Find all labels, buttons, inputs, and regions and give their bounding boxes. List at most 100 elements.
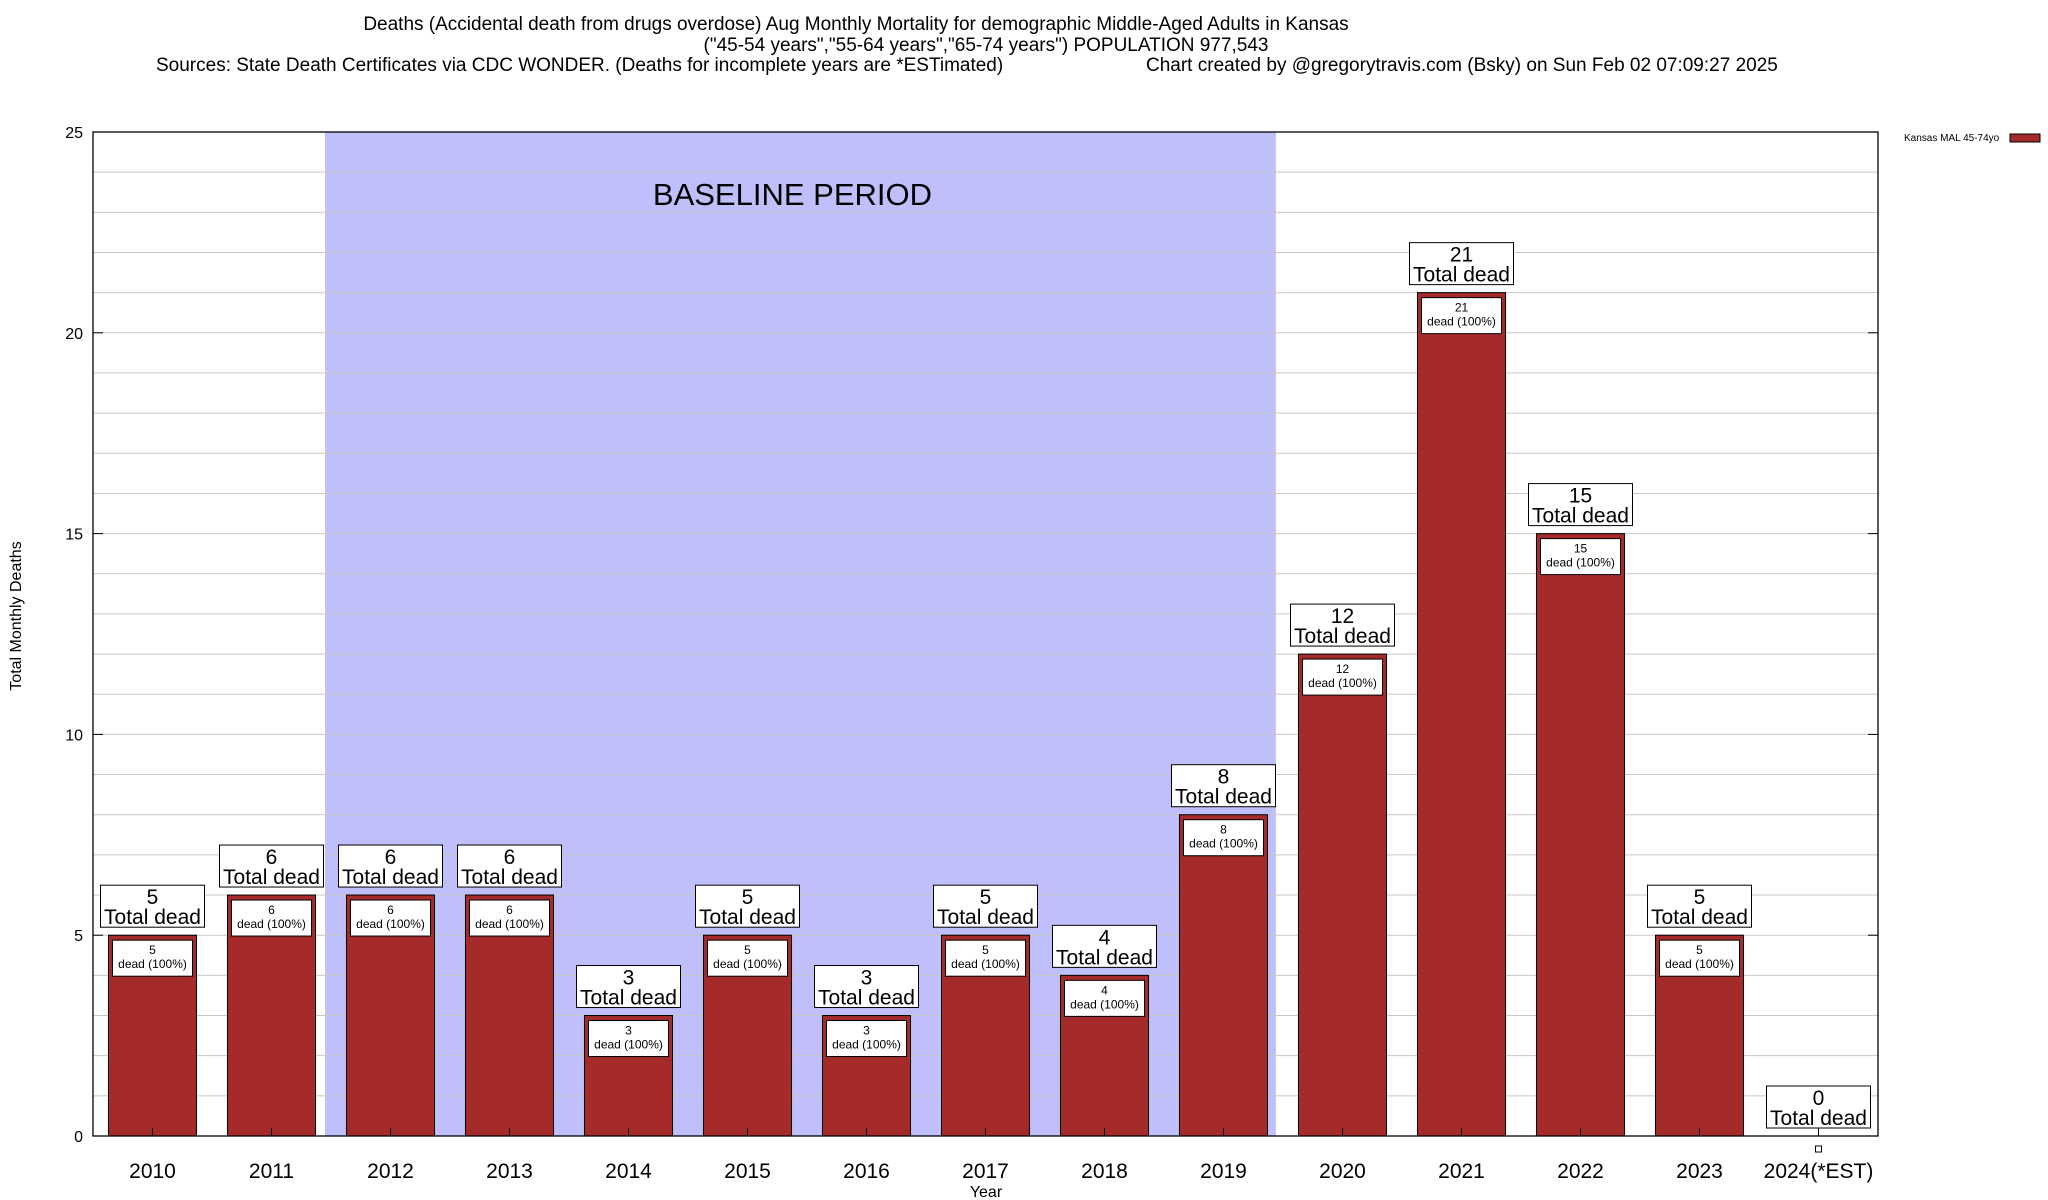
x-tick-label: 2016 bbox=[843, 1160, 890, 1183]
total-dead-label: Total dead bbox=[461, 866, 558, 889]
legend: Kansas MAL 45-74yo bbox=[1904, 133, 2041, 144]
x-tick-label: 2022 bbox=[1557, 1160, 1604, 1183]
x-tick-label: 2010 bbox=[129, 1160, 176, 1183]
x-tick-label: 2020 bbox=[1319, 1160, 1366, 1183]
total-value-label: 0 bbox=[1813, 1087, 1825, 1110]
total-dead-label: Total dead bbox=[937, 906, 1034, 929]
total-label-box bbox=[1171, 764, 1276, 808]
segment-label-box bbox=[1064, 979, 1145, 1017]
total-label-box bbox=[338, 844, 443, 888]
zero-marker bbox=[1815, 1145, 1822, 1153]
segment-value-label: 8 bbox=[1220, 823, 1227, 837]
chart-title-line-1: Deaths (Accidental death from drugs over… bbox=[363, 14, 1348, 35]
total-value-label: 6 bbox=[504, 846, 516, 869]
segment-value-label: 3 bbox=[863, 1024, 870, 1038]
y-tick-label: 25 bbox=[65, 125, 83, 142]
segment-percent-label: dead (100%) bbox=[713, 957, 782, 971]
segment-value-label: 12 bbox=[1336, 662, 1350, 676]
x-axis-label: Year bbox=[970, 1184, 1003, 1200]
segment-label-box bbox=[112, 939, 193, 977]
total-dead-label: Total dead bbox=[699, 906, 796, 929]
segment-label-box bbox=[1421, 297, 1502, 335]
y-tick-label: 5 bbox=[74, 928, 83, 945]
chart-title-line-2: ("45-54 years","55-64 years","65-74 year… bbox=[704, 35, 1269, 56]
x-tick-label: 2014 bbox=[605, 1160, 652, 1183]
segment-percent-label: dead (100%) bbox=[594, 1038, 663, 1052]
total-label-box bbox=[1052, 924, 1157, 968]
y-tick-label: 0 bbox=[74, 1129, 83, 1146]
segment-label-box bbox=[1659, 939, 1740, 977]
total-dead-label: Total dead bbox=[1532, 505, 1629, 528]
segment-value-label: 15 bbox=[1574, 542, 1588, 556]
segment-value-label: 3 bbox=[625, 1024, 632, 1038]
segment-percent-label: dead (100%) bbox=[832, 1038, 901, 1052]
segment-value-label: 4 bbox=[1101, 983, 1108, 997]
x-tick-label: 2013 bbox=[486, 1160, 533, 1183]
bar bbox=[1178, 814, 1269, 1137]
total-value-label: 5 bbox=[1694, 886, 1706, 909]
segment-value-label: 5 bbox=[149, 943, 156, 957]
segment-percent-label: dead (100%) bbox=[237, 917, 306, 931]
segment-label-box bbox=[826, 1020, 907, 1058]
y-axis-label: Total Monthly Deaths bbox=[8, 541, 25, 690]
x-tick-label: 2023 bbox=[1676, 1160, 1723, 1183]
total-label-box bbox=[695, 884, 800, 928]
y-tick-label: 10 bbox=[65, 727, 83, 744]
bar bbox=[1297, 653, 1388, 1137]
total-value-label: 4 bbox=[1099, 926, 1111, 949]
segment-percent-label: dead (100%) bbox=[1546, 556, 1615, 570]
total-value-label: 12 bbox=[1331, 605, 1354, 628]
segment-percent-label: dead (100%) bbox=[118, 957, 187, 971]
total-label-box bbox=[1409, 242, 1514, 286]
total-dead-label: Total dead bbox=[1294, 625, 1391, 648]
x-tick-label: 2018 bbox=[1081, 1160, 1128, 1183]
total-dead-label: Total dead bbox=[580, 987, 677, 1010]
segment-percent-label: dead (100%) bbox=[1308, 676, 1377, 690]
segment-label-box bbox=[1302, 658, 1383, 696]
total-dead-label: Total dead bbox=[223, 866, 320, 889]
segment-label-box bbox=[945, 939, 1026, 977]
total-dead-label: Total dead bbox=[1770, 1107, 1867, 1130]
x-tick-label: 2011 bbox=[249, 1160, 294, 1183]
x-tick-label: 2021 bbox=[1438, 1160, 1485, 1183]
total-value-label: 5 bbox=[742, 886, 754, 909]
segment-percent-label: dead (100%) bbox=[356, 917, 425, 931]
x-tick-label: 2024(*EST) bbox=[1764, 1160, 1874, 1183]
x-axis-ticks: 2010 2011 2012 2013 2014 2015 2016 2017 2018 2019… bbox=[129, 1128, 1873, 1183]
total-dead-label: Total dead bbox=[1056, 946, 1153, 969]
segment-value-label: 6 bbox=[387, 903, 394, 917]
total-dead-label: Total dead bbox=[818, 987, 915, 1010]
segment-value-label: 21 bbox=[1455, 301, 1469, 315]
total-value-label: 6 bbox=[266, 846, 278, 869]
segment-label-box bbox=[1540, 538, 1621, 576]
segment-value-label: 5 bbox=[744, 943, 751, 957]
segment-value-label: 6 bbox=[268, 903, 275, 917]
legend-label: Kansas MAL 45-74yo bbox=[1904, 133, 2000, 144]
x-tick-label: 2015 bbox=[724, 1160, 771, 1183]
segment-percent-label: dead (100%) bbox=[951, 957, 1020, 971]
segment-percent-label: dead (100%) bbox=[1665, 957, 1734, 971]
legend-swatch bbox=[2009, 133, 2041, 143]
y-tick-label: 20 bbox=[65, 326, 83, 343]
segment-label-box bbox=[231, 899, 312, 937]
segment-percent-label: dead (100%) bbox=[1070, 997, 1139, 1011]
segment-label-box bbox=[707, 939, 788, 977]
total-label-box bbox=[1647, 884, 1752, 928]
chart-sources: Sources: State Death Certificates via CD… bbox=[156, 55, 1003, 76]
total-dead-label: Total dead bbox=[104, 906, 201, 929]
chart-credit: Chart created by @gregorytravis.com (Bsk… bbox=[1146, 55, 1778, 76]
total-value-label: 21 bbox=[1450, 244, 1473, 267]
total-label-box bbox=[576, 965, 681, 1009]
chart-title: Deaths (Accidental death from drugs over… bbox=[156, 14, 1778, 76]
total-value-label: 5 bbox=[147, 886, 159, 909]
segment-value-label: 5 bbox=[1696, 943, 1703, 957]
